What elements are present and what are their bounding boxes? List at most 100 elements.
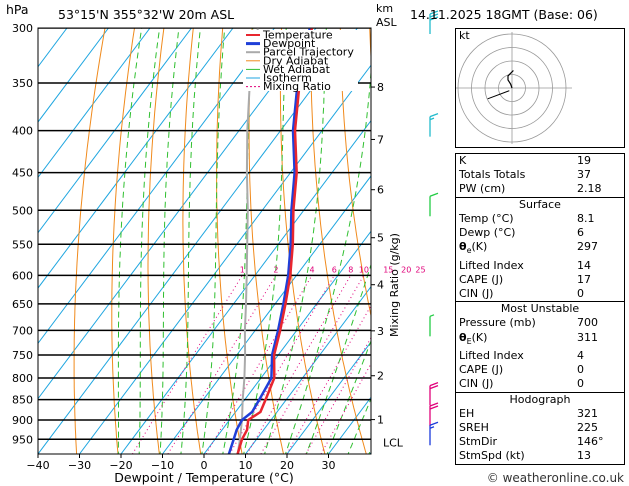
mixing-ratio-label: 8 <box>348 265 353 274</box>
pressure-tick-label: 350 <box>12 77 33 90</box>
pressure-tick-label: 650 <box>12 298 33 311</box>
isotherm-line <box>38 28 358 454</box>
totals-totals-row: Totals Totals 37 <box>459 168 591 182</box>
wind-barb <box>429 421 439 446</box>
height-tick-label: 4 <box>377 279 384 292</box>
isotherm-line <box>286 341 371 454</box>
temperature-tick-label: −30 <box>68 459 91 472</box>
height-tick-label: 8 <box>377 81 384 94</box>
surface-box: Surface Temp (°C) 8.1 Dewp (°C) 6 θe(K) 297… <box>455 197 625 303</box>
pressure-tick-label: 450 <box>12 167 33 180</box>
mu-cin-row: CIN (J) 0 <box>459 377 584 391</box>
wet-adiabat-line <box>117 28 143 454</box>
dry-adiabat-line <box>216 28 243 454</box>
isotherm-line <box>38 28 317 400</box>
most-unstable-title: Most Unstable <box>500 302 580 316</box>
dry-adiabat-line <box>111 28 135 454</box>
dry-adiabat-line <box>147 28 165 454</box>
surface-cape-row: CAPE (J) 17 <box>459 272 591 286</box>
isotherm-line <box>38 28 234 289</box>
wet-adiabat-line <box>201 28 226 454</box>
mixing-ratio-label: 6 <box>332 265 337 274</box>
parcel-trajectory-line <box>236 28 259 454</box>
isotherm-line <box>38 28 68 68</box>
mixing-ratio-label: 20 <box>401 265 411 274</box>
stmspd-row: StmSpd (kt) 13 <box>459 449 591 463</box>
mixing-ratio-label: 25 <box>415 265 425 274</box>
isotherm-line <box>38 28 109 123</box>
surface-cin-row: CIN (J) 0 <box>459 287 584 301</box>
legend-entry: Isotherm <box>263 72 312 85</box>
isotherm-line <box>79 64 371 454</box>
mixing-ratio-axis-label: Mixing Ratio (g/kg) <box>388 233 401 337</box>
dewpoint-line <box>227 28 312 454</box>
dry-adiabat-line <box>73 28 106 454</box>
mu-theta-e-row: θE(K) 311 <box>459 330 598 346</box>
legend-entry: Dry Adiabat <box>263 54 329 67</box>
surface-title: Surface <box>519 197 561 211</box>
mixing-ratio-label: 2 <box>273 265 278 274</box>
k-row: K 19 <box>459 154 591 167</box>
pw-row: PW (cm) 2.18 <box>459 182 602 196</box>
pressure-unit: hPa <box>6 2 29 17</box>
mixing-ratio-line <box>229 275 335 454</box>
wind-barb <box>429 314 435 337</box>
pressure-tick-label: 850 <box>12 394 33 407</box>
eh-row: EH 321 <box>459 406 598 420</box>
stmdir-row: StmDir 146° <box>459 435 604 449</box>
mixing-ratio-line <box>205 275 313 454</box>
mixing-ratio-line <box>131 275 243 454</box>
legend-entry: Mixing Ratio <box>263 80 331 93</box>
dry-adiabat-line <box>339 28 371 318</box>
datetime-title: 14.11.2025 18GMT (Base: 06) <box>410 7 598 22</box>
height-unit: km <box>376 2 393 15</box>
temperature-tick-label: −10 <box>151 459 174 472</box>
height-tick-label: 1 <box>377 414 384 427</box>
isotherm-line <box>38 28 275 345</box>
most-unstable-box: Most Unstable Pressure (mb) 700 θE(K) 311 … <box>455 302 625 393</box>
mixing-ratio-label: 4 <box>309 265 314 274</box>
hodograph-unit: kt <box>459 29 470 42</box>
axes: 1 2 4 6 8 10 15 20 25300350400450500550600650700… <box>12 22 426 472</box>
surface-temp-row: Temp (°C) 8.1 <box>459 211 595 225</box>
mixing-ratio-line <box>167 275 277 454</box>
hodograph-title: Hodograph <box>509 392 571 406</box>
wet-adiabat-line <box>159 28 180 454</box>
wind-barbs <box>429 10 439 446</box>
temperature-tick-label: 0 <box>201 459 208 472</box>
sreh-row: SREH 225 <box>459 421 598 435</box>
dry-adiabat-line <box>279 28 326 454</box>
wind-barb <box>429 381 439 406</box>
wet-adiabat-line <box>243 28 287 454</box>
hodograph: kt <box>455 28 625 148</box>
isotherm-line <box>120 119 371 454</box>
temperature-line <box>236 28 314 454</box>
pressure-tick-label: 600 <box>12 269 33 282</box>
lcl-label: LCL <box>383 437 404 450</box>
hodograph-box: Hodograph EH 321 SREH 225 StmDir 146° StmSp… <box>455 392 625 465</box>
mu-pressure-row: Pressure (mb) 700 <box>459 316 598 330</box>
index-panel: K 19 Totals Totals 37 PW (cm) 2.18 Surface … <box>455 153 625 465</box>
pressure-tick-label: 750 <box>12 349 33 362</box>
legend-entry: Parcel Trajectory <box>263 46 354 59</box>
height-ref: ASL <box>376 16 398 29</box>
isotherm-line <box>38 28 151 179</box>
mu-lifted-index-row: Lifted Index 4 <box>459 349 584 363</box>
pressure-tick-label: 700 <box>12 324 33 337</box>
mixing-ratio-label: 10 <box>359 265 369 274</box>
temperature-tick-label: −20 <box>109 459 132 472</box>
surface-theta-e-row: θe(K) 297 <box>459 240 598 256</box>
wet-adiabat-line <box>264 28 327 454</box>
pressure-tick-label: 400 <box>12 125 33 138</box>
height-tick-label: 3 <box>377 325 384 338</box>
wind-barb <box>429 402 439 426</box>
background-lines <box>38 28 371 454</box>
wind-barb <box>429 10 439 34</box>
dry-adiabat-line <box>182 28 202 454</box>
wind-barb <box>429 192 439 217</box>
temperature-tick-label: 10 <box>239 459 253 472</box>
surface-dewp-row: Dewp (°C) 6 <box>459 226 584 240</box>
isotherm-line <box>203 230 371 454</box>
